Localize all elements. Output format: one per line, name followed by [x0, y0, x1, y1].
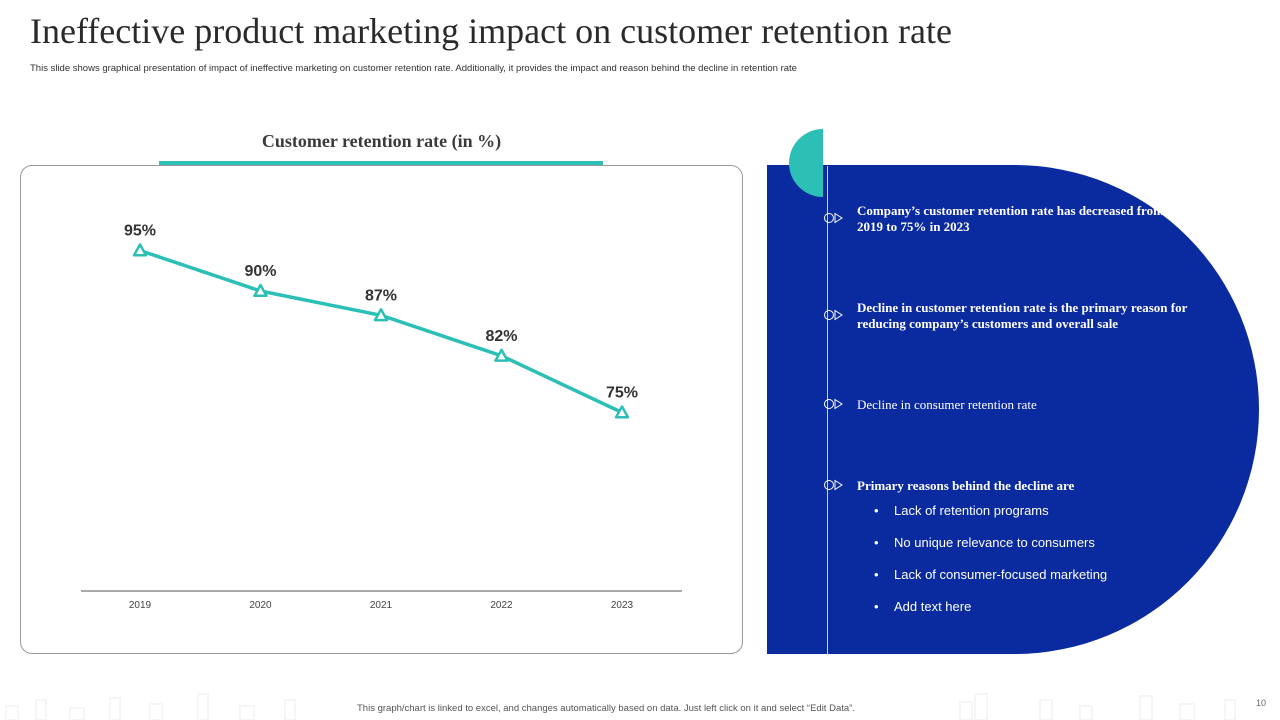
- insight-point-4: Primary reasons behind the decline are: [857, 478, 1075, 493]
- insight-point-2: Decline in customer retention rate is th…: [857, 300, 1188, 331]
- data-label: 82%: [485, 328, 517, 345]
- chart-frame[interactable]: 95% 2019 90% 2020 87% 2021 82% 2022 75% 2023: [20, 165, 743, 654]
- data-point-marker: [494, 348, 509, 362]
- page-number: 10: [1256, 698, 1267, 708]
- list-item: • No unique relevance to consumers: [874, 535, 1107, 567]
- timeline-marker-icon: [824, 398, 843, 410]
- data-label: 90%: [244, 263, 276, 280]
- insight-point-3: Decline in consumer retention rate: [857, 397, 1037, 412]
- x-tick-label: 2021: [370, 600, 393, 611]
- data-label: 95%: [124, 223, 156, 240]
- reason-text: Lack of consumer-focused marketing: [894, 567, 1108, 582]
- timeline-marker-icon: [824, 309, 843, 321]
- data-point-marker: [614, 405, 630, 419]
- x-tick-label: 2022: [490, 600, 513, 611]
- reasons-list: • Lack of retention programs • No unique r…: [874, 503, 1107, 631]
- slide-subtitle: This slide shows graphical presentation …: [30, 63, 797, 74]
- footer-skyline-decoration: [5, 693, 1236, 720]
- bullet-icon: •: [874, 535, 879, 550]
- chart-title: Customer retention rate (in %): [261, 131, 502, 151]
- line-chart[interactable]: 95% 2019 90% 2020 87% 2021 82% 2022 75% 2023: [21, 166, 744, 655]
- series-line: [139, 248, 623, 415]
- list-item: • Lack of retention programs: [874, 503, 1107, 535]
- x-tick-label: 2019: [129, 600, 152, 611]
- slide-title: Ineffective product marketing impact on …: [30, 11, 952, 51]
- bullet-icon: •: [874, 599, 879, 614]
- x-tick-label: 2023: [611, 600, 634, 611]
- data-label: 87%: [365, 287, 397, 304]
- data-point-marker: [373, 308, 389, 322]
- timeline-marker-icon: [824, 479, 843, 491]
- timeline-line: [827, 166, 828, 654]
- data-point-marker: [132, 243, 148, 257]
- data-label: 75%: [606, 385, 638, 402]
- reason-text: Lack of retention programs: [894, 503, 1049, 518]
- list-item: • Lack of consumer-focused marketing: [874, 567, 1107, 599]
- footnote: This graph/chart is linked to excel, and…: [357, 703, 855, 714]
- reason-text: Add text here: [894, 599, 972, 614]
- reason-text: No unique relevance to consumers: [894, 535, 1095, 550]
- timeline-marker-icon: [824, 212, 843, 224]
- data-point-marker: [253, 283, 268, 298]
- bullet-icon: •: [874, 567, 879, 582]
- insight-point-1: Company’s customer retention rate has de…: [857, 203, 1208, 234]
- insights-panel: [767, 165, 1259, 654]
- list-item: • Add text here: [874, 599, 1107, 631]
- bullet-icon: •: [874, 503, 879, 518]
- x-tick-label: 2020: [249, 600, 272, 611]
